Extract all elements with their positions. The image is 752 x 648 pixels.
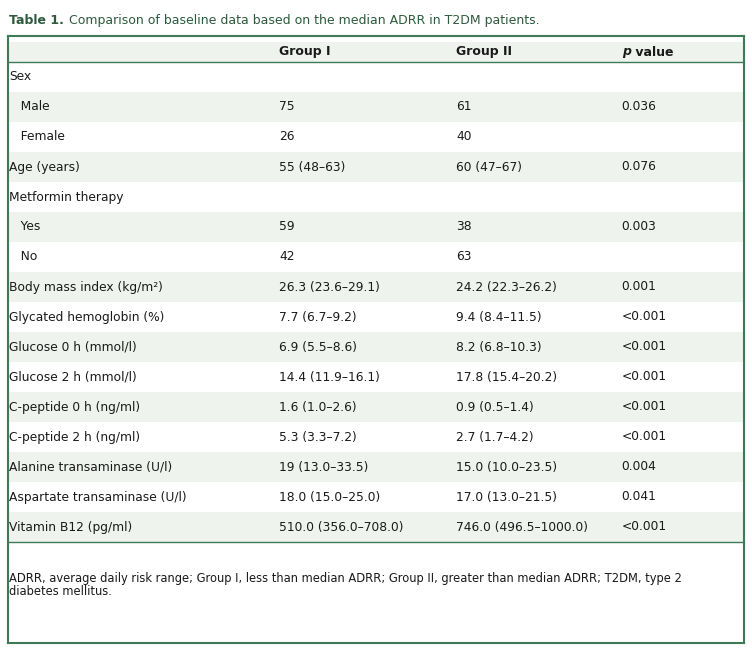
Text: 0.036: 0.036 — [622, 100, 656, 113]
Bar — [8, 152, 744, 182]
Text: 26.3 (23.6–29.1): 26.3 (23.6–29.1) — [280, 281, 381, 294]
Text: Body mass index (kg/m²): Body mass index (kg/m²) — [9, 281, 163, 294]
Text: Group II: Group II — [456, 45, 512, 58]
Text: ADRR, average daily risk range; Group I, less than median ADRR; Group II, greate: ADRR, average daily risk range; Group I,… — [9, 572, 682, 585]
Text: 18.0 (15.0–25.0): 18.0 (15.0–25.0) — [280, 491, 381, 503]
Text: Yes: Yes — [9, 220, 41, 233]
Text: 17.8 (15.4–20.2): 17.8 (15.4–20.2) — [456, 371, 557, 384]
Text: C-peptide 2 h (ng/ml): C-peptide 2 h (ng/ml) — [9, 430, 140, 443]
Bar — [8, 512, 744, 542]
Text: 38: 38 — [456, 220, 472, 233]
Text: Glycated hemoglobin (%): Glycated hemoglobin (%) — [9, 310, 165, 323]
Text: 6.9 (5.5–8.6): 6.9 (5.5–8.6) — [280, 340, 357, 354]
Text: No: No — [9, 251, 38, 264]
Text: Vitamin B12 (pg/ml): Vitamin B12 (pg/ml) — [9, 520, 132, 533]
Text: diabetes mellitus.: diabetes mellitus. — [9, 585, 112, 598]
Text: 14.4 (11.9–16.1): 14.4 (11.9–16.1) — [280, 371, 381, 384]
Text: 9.4 (8.4–11.5): 9.4 (8.4–11.5) — [456, 310, 542, 323]
Bar — [8, 332, 744, 362]
Text: 40: 40 — [456, 130, 472, 143]
Text: 15.0 (10.0–23.5): 15.0 (10.0–23.5) — [456, 461, 557, 474]
Text: 63: 63 — [456, 251, 472, 264]
Text: 55 (48–63): 55 (48–63) — [280, 161, 346, 174]
Text: 19 (13.0–33.5): 19 (13.0–33.5) — [280, 461, 368, 474]
Text: Comparison of baseline data based on the median ADRR in T2DM patients.: Comparison of baseline data based on the… — [61, 14, 540, 27]
Text: <0.001: <0.001 — [622, 340, 667, 354]
Bar — [8, 92, 744, 122]
Text: 0.9 (0.5–1.4): 0.9 (0.5–1.4) — [456, 400, 534, 413]
Bar — [8, 392, 744, 422]
Text: Glucose 0 h (mmol/l): Glucose 0 h (mmol/l) — [9, 340, 137, 354]
Text: Aspartate transaminase (U/l): Aspartate transaminase (U/l) — [9, 491, 186, 503]
Text: value: value — [631, 45, 673, 58]
Text: Metformin therapy: Metformin therapy — [9, 191, 123, 203]
Text: 17.0 (13.0–21.5): 17.0 (13.0–21.5) — [456, 491, 557, 503]
Text: Female: Female — [9, 130, 65, 143]
Text: <0.001: <0.001 — [622, 310, 667, 323]
Text: 746.0 (496.5–1000.0): 746.0 (496.5–1000.0) — [456, 520, 588, 533]
Text: Glucose 2 h (mmol/l): Glucose 2 h (mmol/l) — [9, 371, 137, 384]
Text: 0.003: 0.003 — [622, 220, 656, 233]
Text: 24.2 (22.3–26.2): 24.2 (22.3–26.2) — [456, 281, 557, 294]
Text: <0.001: <0.001 — [622, 371, 667, 384]
Bar — [8, 272, 744, 302]
Text: Table 1.: Table 1. — [9, 14, 64, 27]
Text: 61: 61 — [456, 100, 472, 113]
Text: <0.001: <0.001 — [622, 520, 667, 533]
Text: Group I: Group I — [280, 45, 331, 58]
Text: 5.3 (3.3–7.2): 5.3 (3.3–7.2) — [280, 430, 357, 443]
Text: 60 (47–67): 60 (47–67) — [456, 161, 522, 174]
Text: Alanine transaminase (U/l): Alanine transaminase (U/l) — [9, 461, 172, 474]
Text: <0.001: <0.001 — [622, 400, 667, 413]
Text: Sex: Sex — [9, 71, 31, 84]
Text: 7.7 (6.7–9.2): 7.7 (6.7–9.2) — [280, 310, 357, 323]
Text: 26: 26 — [280, 130, 295, 143]
Text: <0.001: <0.001 — [622, 430, 667, 443]
Text: 0.004: 0.004 — [622, 461, 656, 474]
Text: 2.7 (1.7–4.2): 2.7 (1.7–4.2) — [456, 430, 534, 443]
Text: 8.2 (6.8–10.3): 8.2 (6.8–10.3) — [456, 340, 542, 354]
Text: C-peptide 0 h (ng/ml): C-peptide 0 h (ng/ml) — [9, 400, 140, 413]
Bar — [8, 452, 744, 482]
Text: 510.0 (356.0–708.0): 510.0 (356.0–708.0) — [280, 520, 404, 533]
Text: p: p — [622, 45, 631, 58]
Text: Male: Male — [9, 100, 50, 113]
Text: 0.076: 0.076 — [622, 161, 656, 174]
Text: 75: 75 — [280, 100, 295, 113]
Text: 59: 59 — [280, 220, 295, 233]
Text: 0.001: 0.001 — [622, 281, 656, 294]
Bar — [8, 42, 744, 62]
Text: 0.041: 0.041 — [622, 491, 656, 503]
Text: 1.6 (1.0–2.6): 1.6 (1.0–2.6) — [280, 400, 357, 413]
Bar — [8, 212, 744, 242]
Text: Age (years): Age (years) — [9, 161, 80, 174]
Text: 42: 42 — [280, 251, 295, 264]
